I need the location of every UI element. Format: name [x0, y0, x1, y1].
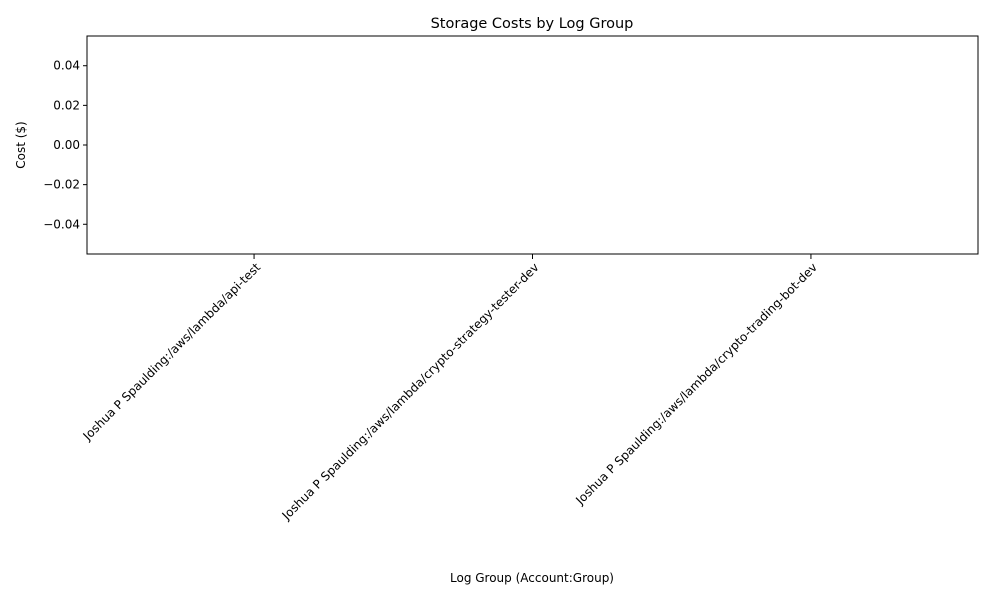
x-axis: Joshua P Spaulding:/aws/lambda/api-test J…: [80, 254, 820, 523]
y-tick-label: −0.04: [43, 217, 80, 231]
y-tick-label: −0.02: [43, 178, 80, 192]
x-tick-label: Joshua P Spaulding:/aws/lambda/api-test: [80, 260, 264, 444]
y-tick-label: 0.04: [53, 59, 80, 73]
x-tick-label: Joshua P Spaulding:/aws/lambda/crypto-st…: [279, 260, 542, 523]
plot-area: [86, 35, 979, 255]
y-tick-label: 0.02: [53, 98, 80, 112]
x-axis-label: Log Group (Account:Group): [450, 571, 614, 585]
x-tick-label: Joshua P Spaulding:/aws/lambda/crypto-tr…: [572, 260, 820, 508]
y-tick-label: 0.00: [53, 138, 80, 152]
chart-title: Storage Costs by Log Group: [431, 16, 634, 32]
y-axis: −0.04 −0.02 0.00 0.02 0.04: [43, 59, 87, 231]
y-axis-label: Cost ($): [14, 121, 28, 169]
